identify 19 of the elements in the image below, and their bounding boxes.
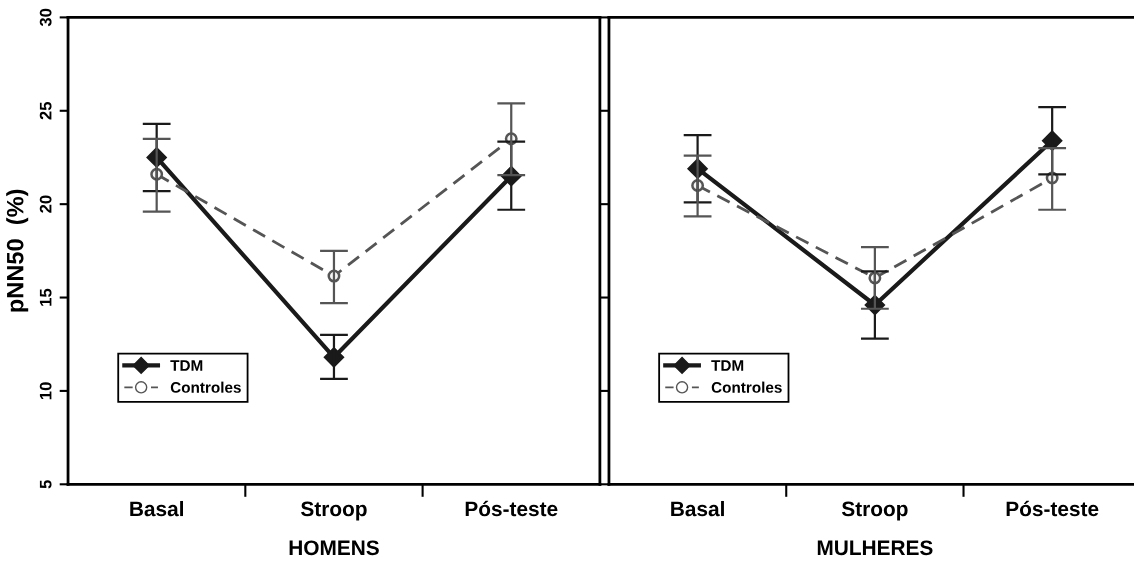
y-tick-label: 15	[39, 288, 52, 306]
x-tick-label: Stroop	[301, 501, 367, 521]
y-axis-title: pNN50 (%)	[6, 189, 29, 312]
x-tick-label: Basal	[130, 500, 183, 517]
x-axis-title: HOMENS	[289, 540, 379, 556]
x-tick-label: Basal	[671, 500, 724, 517]
y-tick-label: 30	[39, 8, 52, 27]
legend-label: TDM	[170, 360, 203, 371]
x-tick-label: Stroop	[841, 501, 908, 521]
legend-label: TDM	[711, 360, 744, 371]
legend-label: Controles	[711, 381, 782, 393]
x-axis-title: MULHERES	[817, 540, 933, 556]
y-tick-label: 5	[39, 480, 52, 489]
legend-label: Controles	[170, 381, 241, 393]
y-tick-label: 25	[39, 101, 52, 120]
y-tick-label: 20	[39, 195, 52, 213]
x-tick-label: Pós-teste	[465, 500, 558, 517]
y-tick-label: 10	[39, 382, 52, 400]
x-tick-label: Pós-teste	[1006, 500, 1099, 517]
